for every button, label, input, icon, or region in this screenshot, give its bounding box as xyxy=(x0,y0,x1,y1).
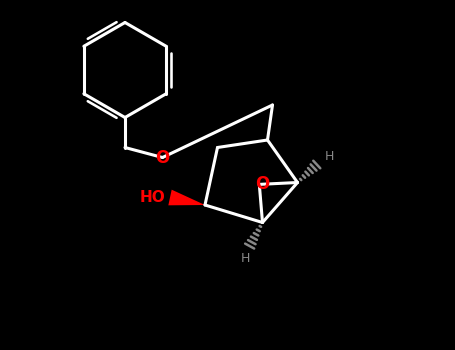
Text: H: H xyxy=(324,150,334,163)
Text: O: O xyxy=(255,175,269,194)
Text: O: O xyxy=(155,148,170,167)
Text: HO: HO xyxy=(140,190,165,205)
Text: H: H xyxy=(240,252,250,266)
Polygon shape xyxy=(168,190,205,205)
